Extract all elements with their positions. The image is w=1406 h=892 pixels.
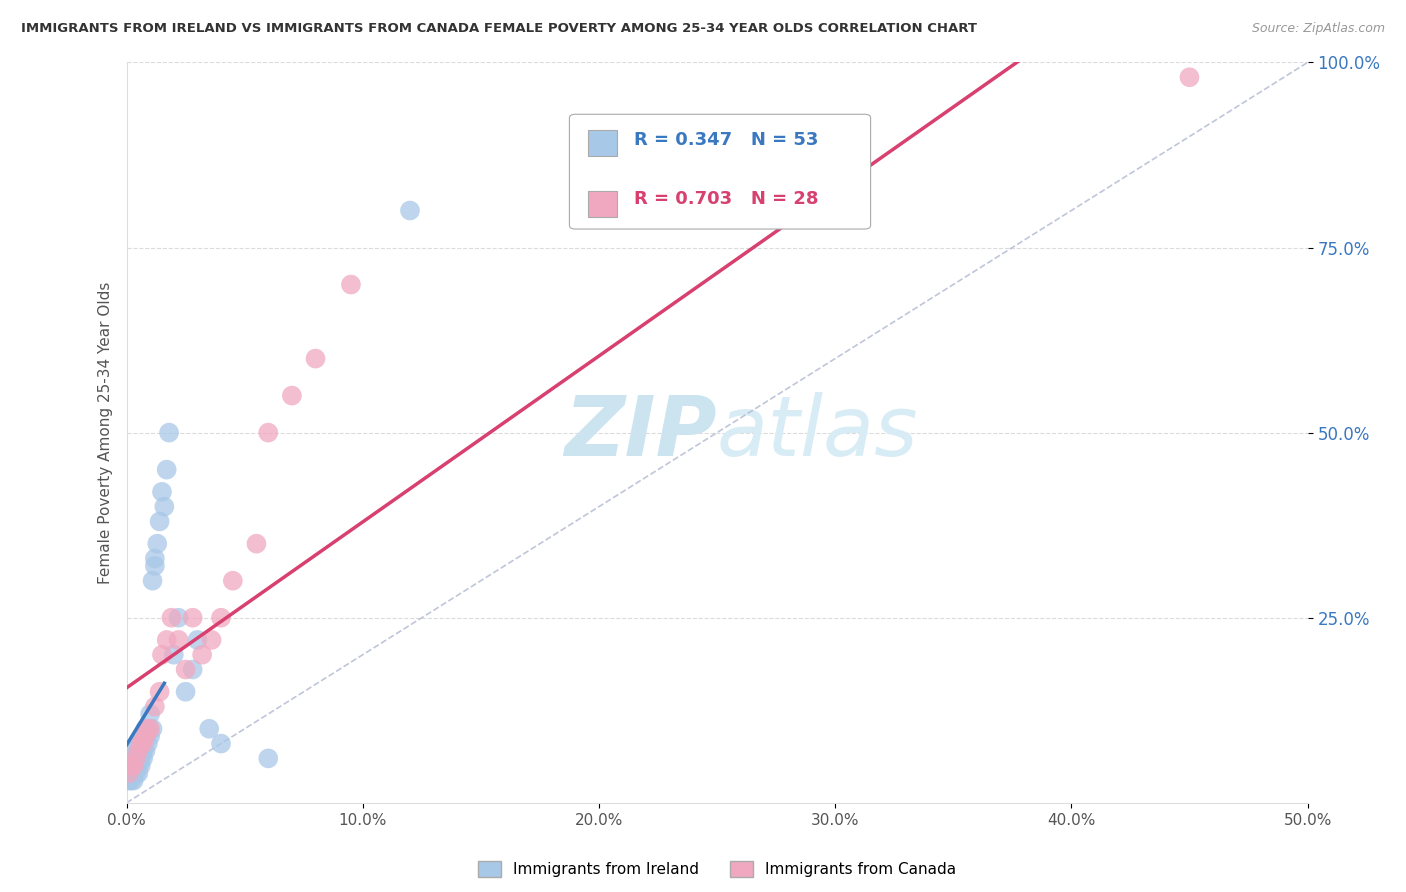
Point [304,351,326,366]
Point [200,632,222,647]
Point [134,729,156,743]
Point [340,277,363,292]
Point [149,685,172,699]
Point [141,574,163,588]
Text: R = 0.703   N = 28: R = 0.703 N = 28 [634,190,818,209]
Point [127,744,149,758]
Point [122,758,145,772]
Point [132,729,155,743]
Point [143,699,166,714]
Point [136,722,159,736]
Point [127,737,149,751]
Point [122,744,145,758]
Point [127,744,149,758]
Point [281,388,304,402]
Point [257,425,280,440]
Point [120,758,142,772]
Point [167,632,190,647]
Point [127,751,149,765]
Point [157,425,180,440]
Point [120,773,142,788]
Point [129,737,152,751]
Point [122,773,145,788]
Point [186,632,208,647]
Point [129,737,152,751]
Point [120,758,142,772]
Point [125,751,148,765]
Point [156,632,179,647]
Point [118,766,141,780]
Point [139,706,162,721]
Point [181,610,204,624]
Point [118,766,141,780]
Text: Source: ZipAtlas.com: Source: ZipAtlas.com [1251,22,1385,36]
Point [156,462,179,476]
Text: IMMIGRANTS FROM IRELAND VS IMMIGRANTS FROM CANADA FEMALE POVERTY AMONG 25-34 YEA: IMMIGRANTS FROM IRELAND VS IMMIGRANTS FR… [21,22,977,36]
Point [143,551,166,566]
Point [146,536,169,550]
Point [125,766,148,780]
Point [181,663,204,677]
Point [122,758,145,772]
Point [174,663,197,677]
Legend: Immigrants from Ireland, Immigrants from Canada: Immigrants from Ireland, Immigrants from… [472,855,962,883]
Point [125,758,148,772]
Point [125,751,148,765]
Point [209,737,232,751]
Point [191,648,214,662]
Point [209,610,232,624]
Point [120,766,142,780]
Point [129,758,152,772]
Point [132,737,155,751]
Point [167,610,190,624]
Text: atlas: atlas [717,392,918,473]
Point [150,484,173,499]
Point [127,758,149,772]
Point [149,515,172,529]
FancyBboxPatch shape [588,191,617,217]
Point [118,758,141,772]
Point [134,729,156,743]
Point [134,722,156,736]
Point [118,773,141,788]
Text: ZIP: ZIP [564,392,717,473]
Point [222,574,245,588]
Point [174,685,197,699]
Point [129,751,152,765]
Point [141,722,163,736]
Point [245,536,267,550]
Point [257,751,280,765]
Point [127,766,149,780]
Point [120,751,142,765]
Y-axis label: Female Poverty Among 25-34 Year Olds: Female Poverty Among 25-34 Year Olds [97,282,112,583]
Point [1178,70,1201,85]
Point [122,766,145,780]
Point [134,744,156,758]
Point [143,558,166,573]
Point [150,648,173,662]
FancyBboxPatch shape [588,130,617,156]
Point [132,744,155,758]
Point [136,737,159,751]
Point [198,722,221,736]
Point [125,744,148,758]
Point [132,751,155,765]
FancyBboxPatch shape [569,114,870,229]
Point [399,203,422,218]
Point [139,729,162,743]
Point [139,722,162,736]
Point [153,500,176,514]
Point [122,751,145,765]
Point [136,722,159,736]
Point [163,648,186,662]
Text: R = 0.347   N = 53: R = 0.347 N = 53 [634,131,818,149]
Point [160,610,183,624]
